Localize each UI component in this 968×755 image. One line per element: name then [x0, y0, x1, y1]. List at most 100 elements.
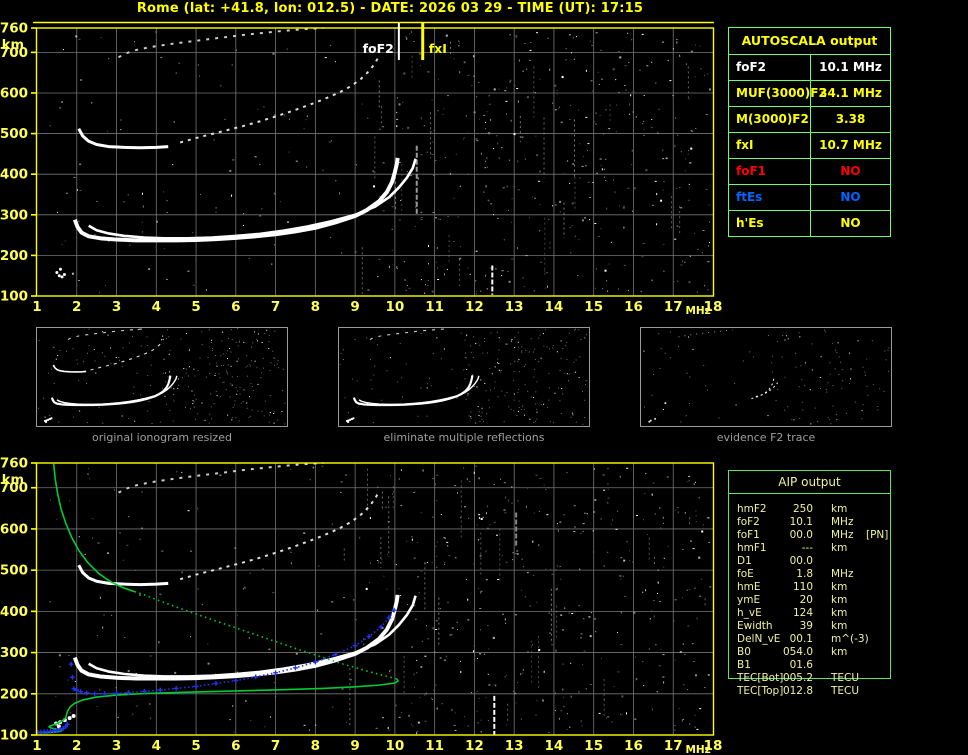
parameter-value: 10.7 MHz [819, 138, 882, 152]
x-axis-tick-label: 6 [231, 738, 240, 754]
parameter-value: 1.8 [796, 568, 813, 580]
y-axis-tick-label: 200 [0, 248, 28, 264]
thumbnail-plot [339, 328, 587, 425]
parameter-value: NO [840, 216, 861, 230]
parameter-value: 00.0 [789, 529, 813, 541]
autoscala-row-ftes: ftEs NO [729, 185, 890, 211]
y-axis-tick-label: 300 [0, 207, 28, 223]
y-axis-tick-label: 100 [0, 289, 28, 305]
aip-row-fof1: foF1 00.0 MHz [PN] [728, 529, 898, 542]
thumbnail-original-ionogram [36, 327, 288, 427]
parameter-unit: MHz [831, 516, 854, 528]
parameter-name: hmF1 [737, 542, 767, 554]
autoscala-table-title: AUTOSCALA output [729, 28, 890, 55]
autoscala-output-table: AUTOSCALA output foF2 10.1 MHz MUF(3000)F2… [728, 27, 891, 237]
parameter-name: foF1 [737, 529, 760, 541]
x-axis-tick-label: 10 [385, 738, 404, 754]
parameter-unit: m^(-3) [831, 633, 869, 645]
x-axis-tick-label: 11 [425, 738, 444, 754]
parameter-unit: km [831, 607, 848, 619]
x-axis-tick-label: 10 [385, 299, 404, 315]
x-axis-tick-label: 1 [32, 738, 41, 754]
y-axis-tick-label: 700 [0, 480, 28, 496]
station-date-title: Rome (lat: +41.8, lon: 012.5) - DATE: 20… [136, 1, 644, 16]
x-axis-tick-label: 6 [231, 299, 240, 315]
autoscala-row-m3000f2: M(3000)F2 3.38 [729, 107, 890, 133]
autoscala-row-muf3000f2: MUF(3000)F2 34.1 MHz [729, 81, 890, 107]
parameter-name: foE [737, 568, 754, 580]
aip-row-delnve: DelN_vE 00.1 m^(-3) [728, 633, 898, 646]
parameter-name: Ewidth [737, 620, 773, 632]
y-axis-tick-label: 500 [0, 563, 28, 579]
parameter-unit: TECU [831, 672, 860, 684]
parameter-value: NO [840, 190, 861, 204]
parameter-value: 054.0 [782, 646, 813, 658]
parameter-value: 34.1 MHz [819, 86, 882, 100]
x-axis-tick-label: 13 [505, 738, 524, 754]
parameter-value: 005.2 [782, 672, 813, 684]
parameter-value: 01.6 [789, 659, 813, 671]
aip-row-tecbot: TEC[Bot] 005.2 TECU [728, 672, 898, 685]
parameter-value: 250 [792, 503, 813, 515]
parameter-value: 20 [799, 594, 813, 606]
parameter-value: 012.8 [782, 685, 813, 697]
parameter-name: foF2 [737, 516, 760, 528]
parameter-value: 10.1 MHz [819, 60, 882, 74]
parameter-label: M(3000)F2 [729, 107, 811, 132]
x-axis-unit-label: MHz [685, 305, 710, 317]
parameter-name: hmF2 [737, 503, 767, 515]
thumbnail-plot [643, 329, 890, 425]
aip-row-yme: ymE 20 km [728, 594, 898, 607]
x-axis-tick-label: 4 [152, 738, 161, 754]
x-axis-tick-label: 18 [704, 738, 723, 754]
parameter-unit: TECU [831, 685, 860, 697]
parameter-unit: MHz [831, 529, 854, 541]
parameter-value: 00.1 [789, 633, 813, 645]
parameter-unit: MHz [831, 568, 854, 580]
x-axis-tick-label: 9 [350, 299, 359, 315]
x-axis-tick-label: 12 [465, 299, 484, 315]
aip-row-fof2: foF2 10.1 MHz [728, 516, 898, 529]
thumbnail-caption: original ionogram resized [92, 431, 232, 444]
aip-row-d1: D1 00.0 [728, 555, 898, 568]
x-axis-tick-label: 7 [271, 738, 280, 754]
aip-table-title: AIP output [729, 471, 890, 494]
thumbnail-plot [38, 328, 286, 425]
aip-row-hme: hmE 110 km [728, 581, 898, 594]
marker-label-fxi: fxI [429, 41, 447, 56]
autoscala-row-fof2: foF2 10.1 MHz [729, 55, 890, 81]
x-axis-tick-label: 2 [72, 738, 81, 754]
x-axis-tick-label: 17 [664, 299, 683, 315]
aip-row-ewidth: Ewidth 39 km [728, 620, 898, 633]
x-axis-tick-label: 17 [664, 738, 683, 754]
parameter-value: --- [801, 542, 813, 554]
thumbnail-caption: eliminate multiple reflections [383, 431, 545, 444]
y-axis-tick-label: 760 [0, 21, 28, 37]
parameter-name: B0 [737, 646, 751, 658]
parameter-value: NO [840, 164, 861, 178]
y-axis-tick-label: 300 [0, 645, 28, 661]
autoscala-row-fxi: fxI 10.7 MHz [729, 133, 890, 159]
y-axis-tick-label: 400 [0, 604, 28, 620]
x-axis-tick-label: 8 [311, 299, 320, 315]
y-axis-tick-label: 100 [0, 728, 28, 744]
x-axis-tick-label: 14 [545, 738, 564, 754]
aip-row-tectop: TEC[Top] 012.8 TECU [728, 685, 898, 698]
parameter-label: ftEs [729, 185, 811, 210]
x-axis-tick-label: 11 [425, 299, 444, 315]
parameter-unit: km [831, 581, 848, 593]
x-axis-tick-label: 4 [152, 299, 161, 315]
x-axis-tick-label: 18 [704, 299, 723, 315]
parameter-name: D1 [737, 555, 752, 567]
y-axis-tick-label: 600 [0, 85, 28, 101]
parameter-label: MUF(3000)F2 [729, 81, 827, 106]
aip-row-hve: h_vE 124 km [728, 607, 898, 620]
aip-row-hmf1: hmF1 --- km [728, 542, 898, 555]
x-axis-tick-label: 3 [112, 738, 121, 754]
autoscala-row-fof1: foF1 NO [729, 159, 890, 185]
parameter-name: B1 [737, 659, 751, 671]
x-axis-tick-label: 12 [465, 738, 484, 754]
aip-output-table-border [728, 470, 891, 679]
